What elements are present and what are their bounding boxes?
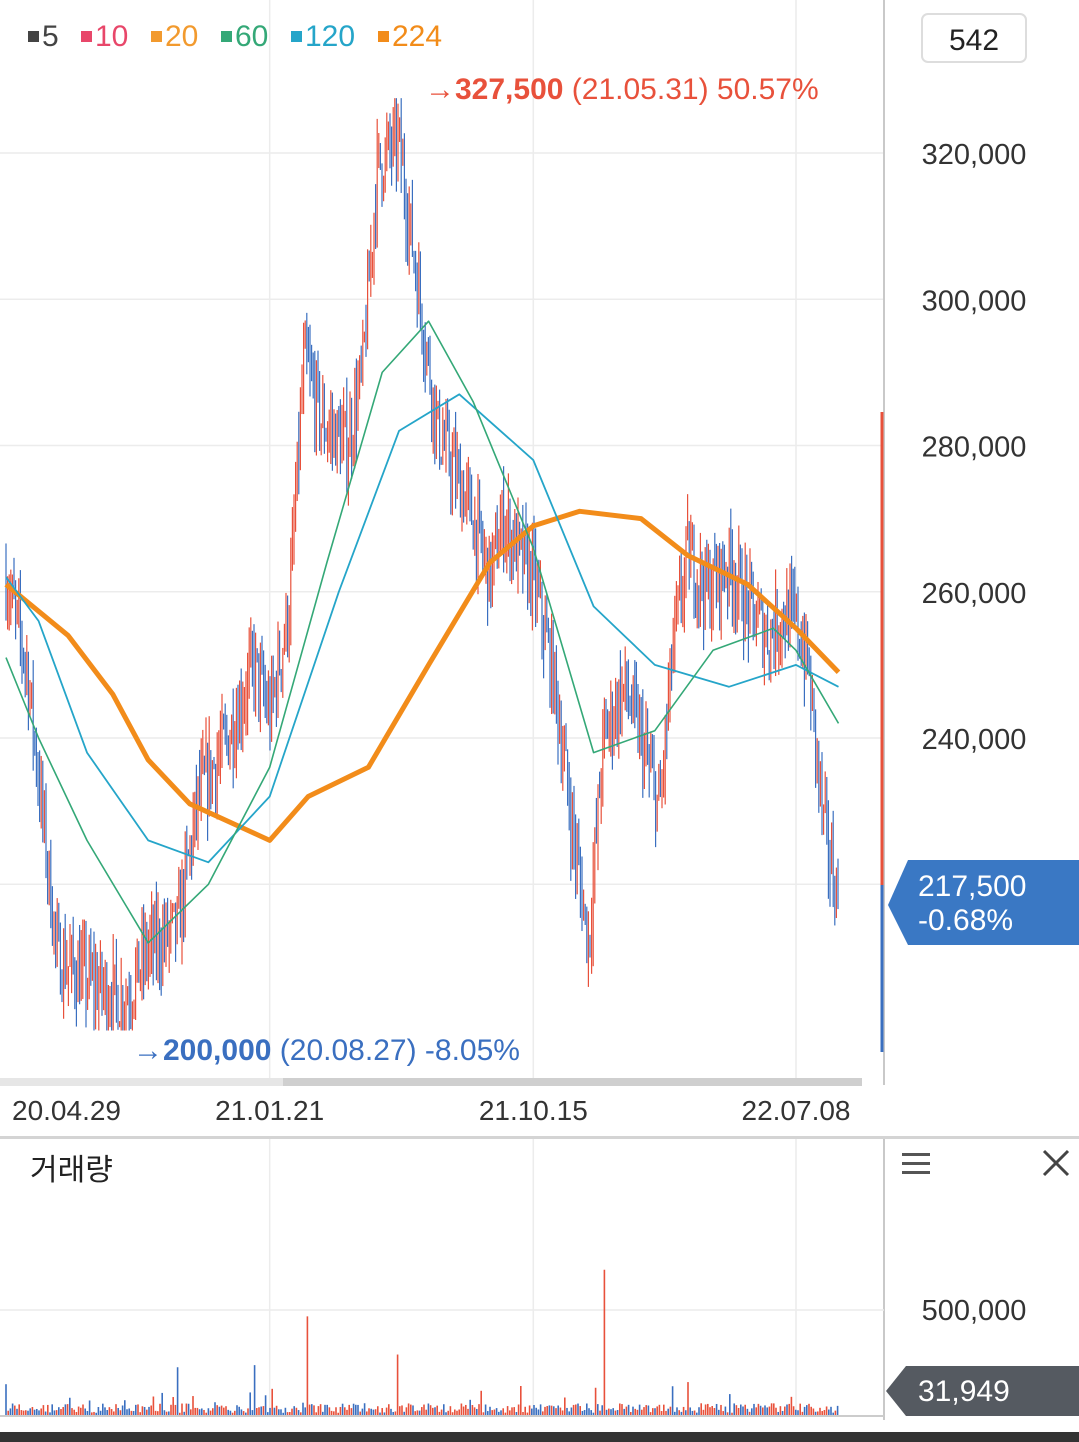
legend-swatch [291,31,302,42]
current-volume: 31,949 [918,1375,1010,1408]
high-date: (21.05.31) [572,73,709,106]
legend-swatch [221,31,232,42]
volume-bars [5,1269,839,1416]
panel-divider[interactable] [0,1136,1079,1139]
price-tick-label: 280,000 [922,432,1027,464]
low-arrow: → [133,1034,163,1067]
current-price: 217,500 [918,870,1026,903]
high-arrow: → [425,73,455,106]
moving-average-lines [4,320,841,944]
date-axis: 20.04.29 21.01.21 21.10.15 22.07.08 [12,1095,851,1126]
price-candles [5,98,839,1031]
ma-line-224 [4,508,841,843]
legend-label-224[interactable]: 224 [392,20,442,53]
ma-line-60 [5,320,840,944]
legend-swatch [81,31,92,42]
legend-label-60[interactable]: 60 [235,20,268,53]
low-price-marker: →200,000 (20.08.27) -8.05% [133,1034,520,1067]
high-price-marker: →327,500 (21.05.31) 50.57% [425,73,819,106]
date-tick-label: 21.01.21 [215,1095,324,1126]
price-tick-label: 260,000 [922,578,1027,610]
volume-axis-label: 500,000 [922,1295,1027,1327]
price-tick-label: 240,000 [922,724,1027,756]
date-tick-label: 20.04.29 [12,1095,121,1126]
current-price-badge [888,860,1079,945]
hamburger-icon[interactable] [902,1153,930,1174]
low-pct: -8.05% [425,1034,520,1067]
current-change: -0.68% [918,904,1013,937]
legend-swatch [28,31,39,42]
high-pct: 50.57% [717,73,819,106]
low-date: (20.08.27) [280,1034,417,1067]
legend-label-20[interactable]: 20 [165,20,198,53]
date-tick-label: 21.10.15 [479,1095,588,1126]
legend-label-10[interactable]: 10 [95,20,128,53]
ma-line-120 [5,393,839,864]
legend-swatch [378,31,389,42]
date-tick-label: 22.07.08 [742,1095,851,1126]
bottom-bar [0,1432,1079,1442]
legend-label-120[interactable]: 120 [305,20,355,53]
high-price: 327,500 [455,73,563,106]
price-gridlines [0,0,884,1416]
time-scrollbar-thumb[interactable] [283,1078,862,1086]
period-box[interactable] [921,13,1027,63]
price-axis: 240,000 260,000 280,000 300,000 320,000 [922,139,1027,756]
current-volume-badge [886,1366,1079,1416]
legend-label-5[interactable]: 5 [42,20,59,53]
price-tick-label: 300,000 [922,285,1027,317]
legend-swatch [151,31,162,42]
price-tick-label: 320,000 [922,139,1027,171]
close-icon[interactable] [1042,1149,1070,1177]
low-price: 200,000 [163,1034,271,1067]
period-value[interactable]: 542 [949,24,999,57]
moving-average-legend[interactable]: 5 10 20 60 120 224 [28,20,442,53]
volume-title: 거래량 [30,1154,113,1187]
